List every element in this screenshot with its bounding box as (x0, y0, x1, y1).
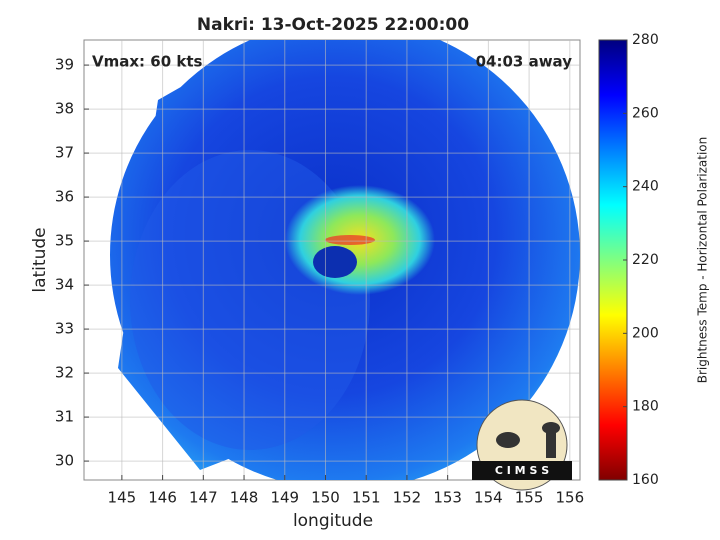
x-tick-label: 147 (189, 489, 218, 507)
y-tick-label: 38 (55, 100, 74, 118)
y-tick-label: 37 (55, 144, 74, 162)
y-tick-label: 36 (55, 188, 74, 206)
x-tick-label: 150 (311, 489, 340, 507)
y-axis-label: latitude (30, 227, 50, 292)
colorbar-tick-label: 200 (632, 325, 659, 341)
y-tick-label: 35 (55, 232, 74, 250)
x-tick-label: 155 (515, 489, 544, 507)
x-tick-label: 145 (108, 489, 137, 507)
x-tick-label: 152 (393, 489, 422, 507)
y-tick-label: 31 (55, 408, 74, 426)
colorbar-label: Brightness Temp - Horizontal Polarizatio… (696, 137, 710, 384)
colorbar-tick-label: 180 (632, 399, 659, 415)
logo-text: C I M S S (495, 464, 549, 477)
y-tick-label: 32 (55, 364, 74, 382)
colorbar-tick-label: 280 (632, 32, 659, 48)
colorbar-tick-label: 260 (632, 105, 659, 121)
swath-image (110, 40, 580, 480)
y-tick-label: 33 (55, 320, 74, 338)
logo: C I M S S (472, 399, 572, 491)
colorbar-tick-label: 220 (632, 252, 659, 268)
annotation: 04:03 away (476, 53, 573, 71)
annotation: Vmax: 60 kts (92, 53, 202, 71)
x-tick-label: 148 (230, 489, 259, 507)
chart-title: Nakri: 13-Oct-2025 22:00:00 (197, 15, 469, 35)
y-tick-label: 34 (55, 276, 74, 294)
colorbar-tick-label: 160 (632, 472, 659, 488)
colorbar (598, 39, 628, 481)
x-tick-label: 154 (474, 489, 503, 507)
x-tick-label: 149 (270, 489, 299, 507)
y-tick-label: 39 (55, 56, 74, 74)
y-tick-label: 30 (55, 452, 74, 470)
x-tick-label: 146 (148, 489, 177, 507)
x-tick-label: 156 (555, 489, 584, 507)
x-axis-label: longitude (293, 511, 373, 531)
x-tick-label: 151 (352, 489, 381, 507)
colorbar-tick-label: 240 (632, 179, 659, 195)
x-tick-label: 153 (433, 489, 462, 507)
